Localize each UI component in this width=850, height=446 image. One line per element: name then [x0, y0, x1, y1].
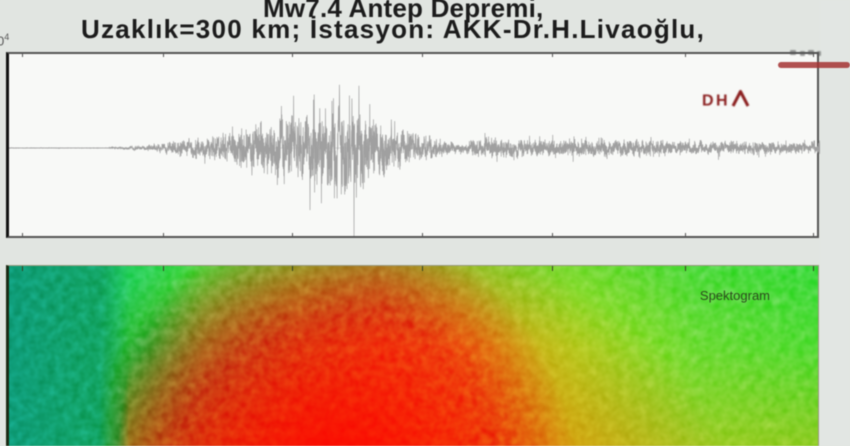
svg-text:H: H: [716, 93, 728, 110]
svg-text:D: D: [702, 93, 714, 110]
